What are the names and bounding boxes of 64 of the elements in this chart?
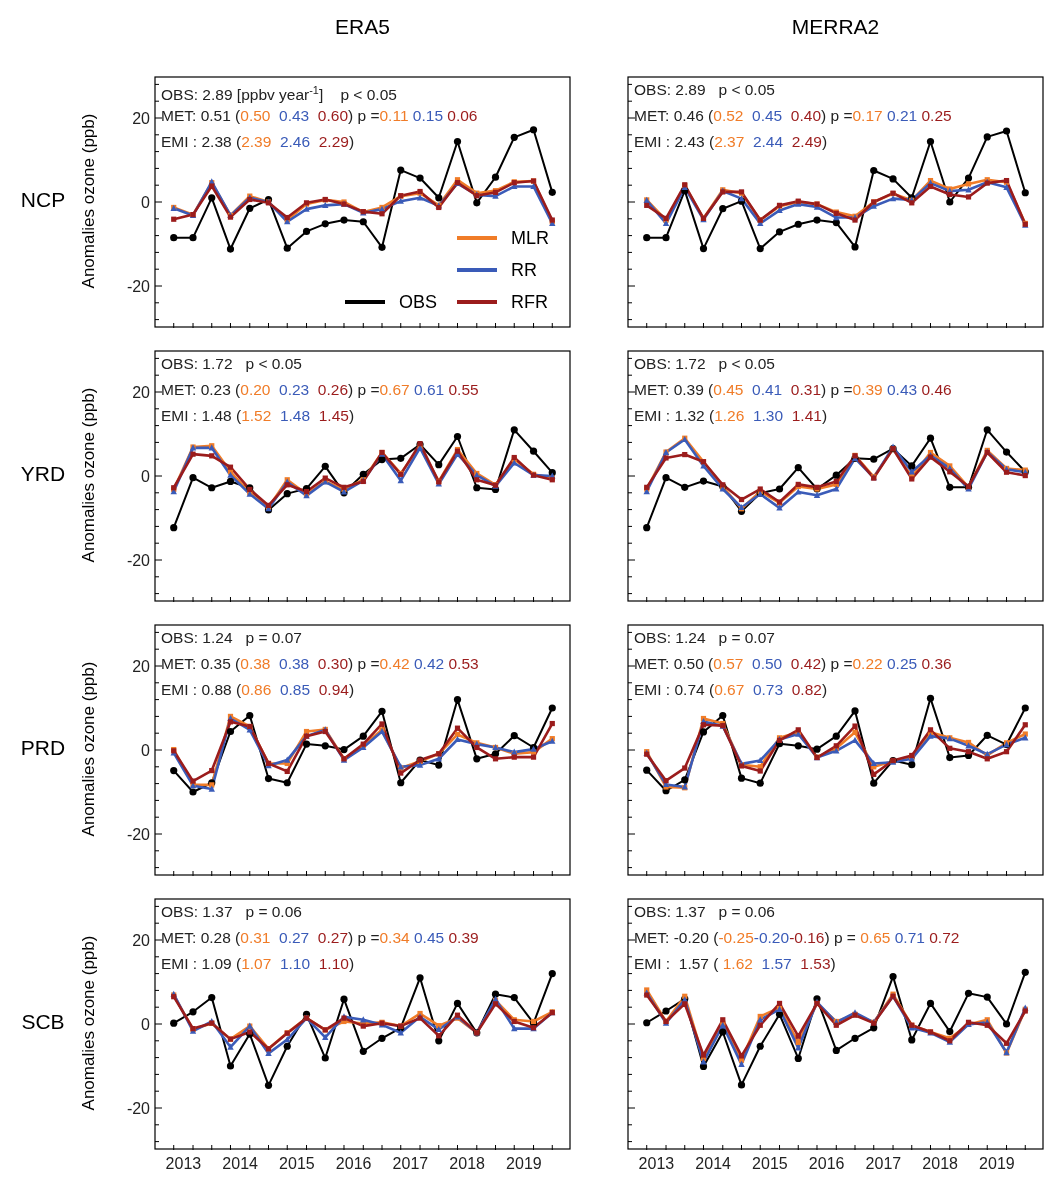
- annotation: OBS: 1.37 p = 0.06: [161, 903, 302, 920]
- text: MET: 0.23 (0.20 0.23 0.26) p =0.67 0.61 0.55: [161, 381, 479, 398]
- annotation: EMI : 0.74 (0.67 0.73 0.82): [634, 681, 828, 698]
- x-tick-label: 2016: [808, 1155, 845, 1172]
- y-tick-label: 0: [141, 1016, 151, 1033]
- annotation: OBS: 1.72 p < 0.05: [161, 355, 302, 372]
- text: MET: 0.39 (0.45 0.41 0.31) p =0.39 0.43 0.46: [634, 381, 952, 398]
- x-tick-label: 2014: [222, 1155, 259, 1172]
- x-tick-label: 2016: [335, 1155, 372, 1172]
- text: MET: -0.20 (-0.25-0.20-0.16) p = 0.65 0.71 0.72: [634, 929, 960, 946]
- x-tick-label: 2018: [449, 1155, 486, 1172]
- annotation: OBS: 1.72 p < 0.05: [634, 355, 775, 372]
- text: PRD: [19, 736, 67, 760]
- annotation: OBS: 1.37 p = 0.06: [634, 903, 775, 920]
- y-tick-label: 20: [132, 658, 151, 675]
- x-tick-label: 2015: [752, 1155, 788, 1172]
- y-tick-label: 0: [141, 742, 151, 759]
- annotation: EMI : 2.38 (2.39 2.46 2.29): [161, 133, 355, 150]
- legend-label: RR: [511, 259, 537, 281]
- y-axis-title: Anomalies ozone (ppb): [79, 660, 99, 839]
- annotation: OBS: 2.89 [ppbv year$^{-1}$] p < 0.05: [161, 84, 397, 104]
- annotation: OBS: 2.89 p < 0.05: [634, 81, 775, 98]
- annotation: EMI : 1.48 (1.52 1.48 1.45): [161, 407, 355, 424]
- chart-title: ERA5: [334, 15, 391, 39]
- text: MET: 0.50 (0.57 0.50 0.42) p =0.22 0.25 0.36: [634, 655, 952, 672]
- y-tick-label: 0: [141, 468, 151, 485]
- text: MET: 0.51 (0.50 0.43 0.60) p =0.11 0.15 0.06: [161, 107, 478, 124]
- y-tick-label: -20: [126, 552, 151, 569]
- x-tick-label: 2018: [922, 1155, 959, 1172]
- y-tick-label: -20: [126, 278, 151, 295]
- legend-label: OBS: [399, 291, 438, 313]
- chart-title: MERRA2: [790, 15, 881, 39]
- annotation: OBS: 1.24 p = 0.07: [634, 629, 775, 646]
- y-axis-title: Anomalies ozone (ppb): [79, 386, 99, 565]
- annotation: EMI : 2.43 (2.37 2.44 2.49): [634, 133, 828, 150]
- text: YRD: [19, 462, 67, 486]
- x-tick-label: 2015: [279, 1155, 315, 1172]
- x-tick-label: 2017: [865, 1155, 902, 1172]
- text: NCP: [19, 188, 67, 212]
- y-tick-label: -20: [126, 826, 151, 843]
- annotation: EMI : 1.32 (1.26 1.30 1.41): [634, 407, 828, 424]
- text: MET: 0.35 (0.38 0.38 0.30) p =0.42 0.42 0.53: [161, 655, 479, 672]
- x-tick-label: 2019: [979, 1155, 1015, 1172]
- x-tick-label: 2013: [165, 1155, 202, 1172]
- y-axis-title: Anomalies ozone (ppb): [79, 934, 99, 1113]
- text: MET: 0.46 (0.52 0.45 0.40) p =0.17 0.21 0.25: [634, 107, 952, 124]
- y-tick-label: 20: [132, 932, 151, 949]
- text: SCB: [20, 1010, 66, 1034]
- x-tick-label: 2019: [506, 1155, 542, 1172]
- y-axis-title: Anomalies ozone (ppb): [79, 112, 99, 291]
- annotation: EMI : 1.57 ( 1.62 1.57 1.53): [634, 955, 836, 972]
- legend-label: MLR: [511, 227, 550, 249]
- y-tick-label: 20: [132, 110, 151, 127]
- x-tick-label: 2014: [695, 1155, 732, 1172]
- annotation: EMI : 1.09 (1.07 1.10 1.10): [161, 955, 355, 972]
- annotation: OBS: 1.24 p = 0.07: [161, 629, 302, 646]
- y-tick-label: 20: [132, 384, 151, 401]
- annotation: EMI : 0.88 (0.86 0.85 0.94): [161, 681, 355, 698]
- x-tick-label: 2017: [392, 1155, 429, 1172]
- y-tick-label: 0: [141, 194, 151, 211]
- legend-label: RFR: [511, 291, 548, 313]
- text: MET: 0.28 (0.31 0.27 0.27) p =0.34 0.45 0.39: [161, 929, 479, 946]
- y-tick-label: -20: [126, 1100, 151, 1117]
- x-tick-label: 2013: [638, 1155, 675, 1172]
